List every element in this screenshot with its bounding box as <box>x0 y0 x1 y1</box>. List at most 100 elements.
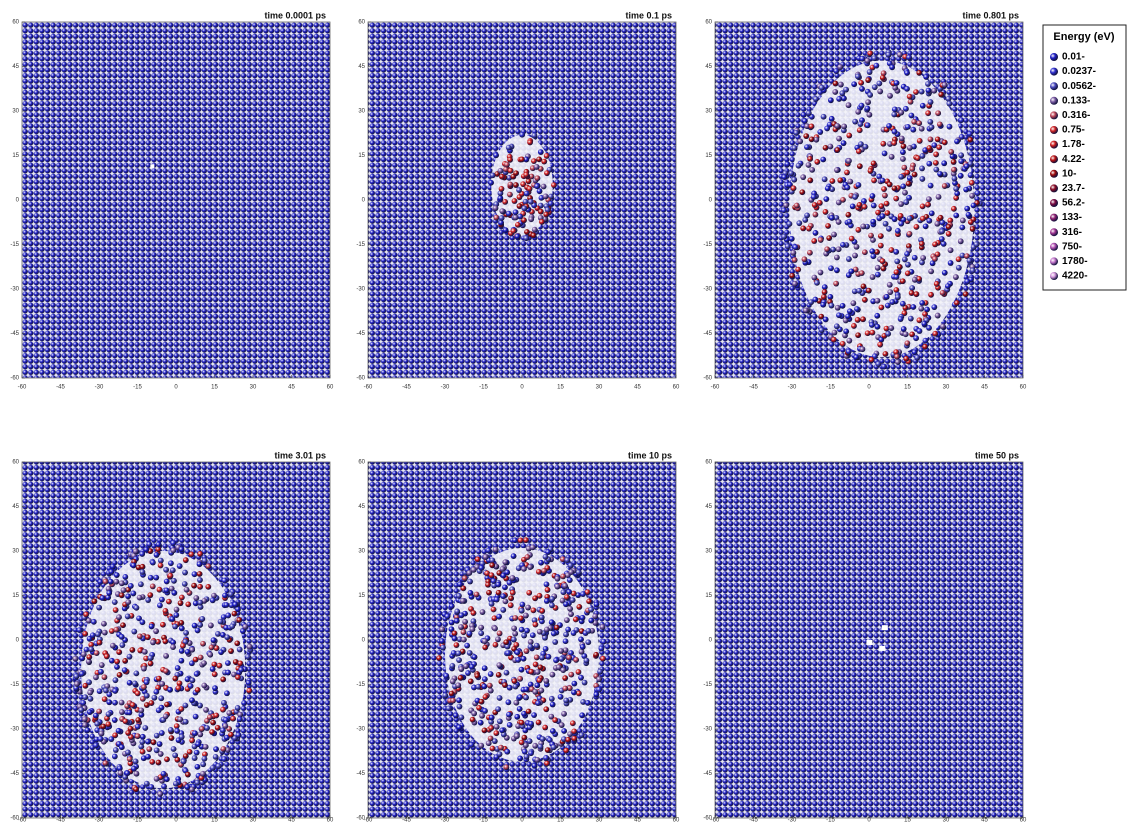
atom <box>117 672 123 678</box>
legend-swatch <box>1050 141 1058 149</box>
y-tick-label: -30 <box>10 727 19 733</box>
atom <box>513 209 519 215</box>
atom <box>960 218 966 224</box>
panel <box>22 462 330 818</box>
atom <box>910 127 916 133</box>
atom <box>125 614 131 620</box>
atom <box>148 575 154 581</box>
atom <box>539 614 545 620</box>
atom <box>517 694 523 700</box>
y-tick-label: 0 <box>362 638 366 644</box>
atom <box>528 644 534 650</box>
atom <box>511 625 517 631</box>
atom <box>527 140 533 146</box>
atom <box>910 304 916 310</box>
atom <box>834 267 840 273</box>
atom <box>131 563 137 569</box>
atom <box>847 179 853 185</box>
atom <box>496 662 502 668</box>
atom <box>882 193 888 199</box>
y-tick-label: -15 <box>356 242 365 248</box>
atom <box>852 119 858 125</box>
atom <box>156 707 162 713</box>
atom <box>195 764 201 770</box>
atom <box>531 712 537 718</box>
atom <box>540 736 546 742</box>
atom <box>856 182 862 188</box>
atom <box>77 627 83 633</box>
atom <box>886 226 892 232</box>
atom <box>528 199 534 205</box>
atom <box>193 595 199 601</box>
atom <box>600 624 606 630</box>
atom <box>78 707 84 713</box>
atom <box>917 138 923 144</box>
atom <box>570 720 576 726</box>
atom <box>86 654 92 660</box>
atom <box>898 221 904 227</box>
atom <box>495 582 501 588</box>
atom <box>809 136 815 142</box>
atom <box>834 167 840 173</box>
atom <box>847 308 853 314</box>
atom <box>483 554 489 560</box>
atom <box>157 791 163 797</box>
atom <box>519 627 525 633</box>
atom <box>833 281 839 287</box>
atom <box>563 698 569 704</box>
atom <box>900 149 906 155</box>
atom <box>829 116 835 122</box>
legend-label: 1780- <box>1062 256 1088 267</box>
atom <box>939 236 945 242</box>
atom <box>151 695 157 701</box>
atom <box>82 722 88 728</box>
atom <box>885 331 891 337</box>
atom <box>507 182 513 188</box>
atom <box>958 173 964 179</box>
atom <box>534 682 540 688</box>
atom <box>902 257 908 263</box>
atom <box>807 250 813 256</box>
atom <box>172 676 178 682</box>
atom <box>541 568 547 574</box>
atom <box>897 52 903 58</box>
atom <box>213 754 219 760</box>
y-tick-label: 30 <box>12 109 19 115</box>
figure: Energy (eV) 0.01-0.0237-0.0562-0.133-0.3… <box>0 0 1134 824</box>
atom <box>963 291 969 297</box>
atom <box>503 598 509 604</box>
atom <box>809 167 815 173</box>
atom <box>855 332 861 338</box>
atom <box>503 764 509 770</box>
atom <box>164 702 170 708</box>
atom <box>125 599 131 605</box>
atom <box>505 650 511 656</box>
atom <box>489 572 495 578</box>
atom <box>436 655 442 661</box>
atom <box>161 784 167 790</box>
legend-swatch <box>1050 53 1058 61</box>
atom <box>180 643 186 649</box>
y-tick-label: -45 <box>703 331 712 337</box>
atom <box>926 161 932 167</box>
atom <box>494 215 500 221</box>
atom <box>907 145 913 151</box>
atom <box>563 638 569 644</box>
atom <box>486 590 492 596</box>
atom <box>170 540 176 546</box>
atom <box>458 675 464 681</box>
atom <box>907 94 913 100</box>
atom <box>224 690 230 696</box>
atom <box>822 176 828 182</box>
atom <box>598 646 604 652</box>
atom <box>954 300 960 306</box>
legend-label: 1.78- <box>1062 139 1085 150</box>
atom <box>170 644 176 650</box>
atom <box>552 717 558 723</box>
atom <box>466 570 472 576</box>
atom <box>506 211 512 217</box>
atom <box>502 584 508 590</box>
y-tick-label: 30 <box>705 549 712 555</box>
atom <box>134 605 140 611</box>
atom <box>904 170 910 176</box>
